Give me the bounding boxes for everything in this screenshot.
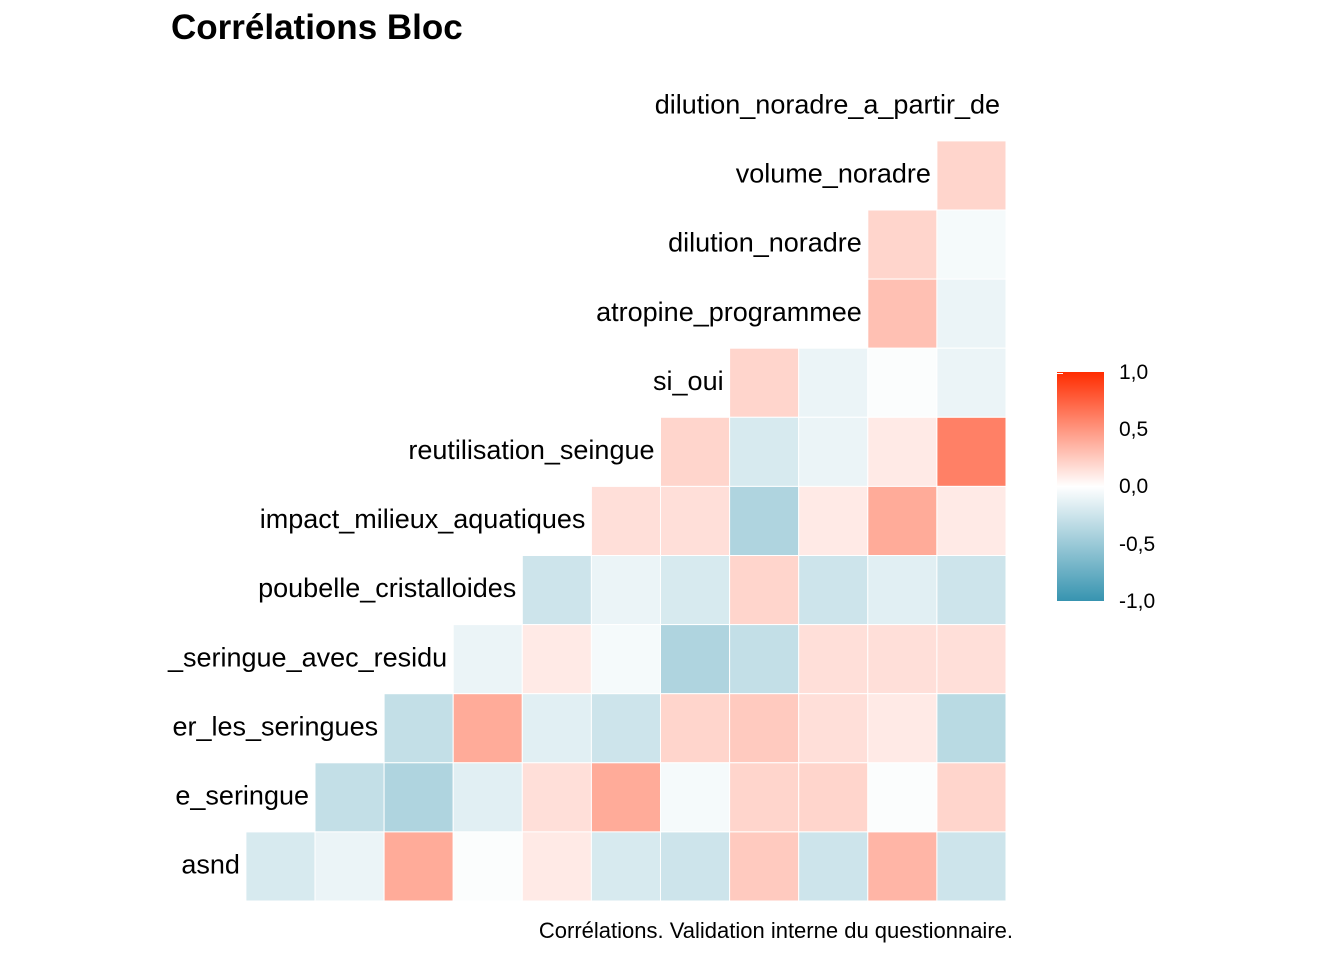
heatmap-cell [660,693,731,764]
row-label: dilution_noradre_a_partir_de [655,89,1000,119]
heatmap-cell [729,693,800,764]
heatmap-cell [590,485,662,556]
heatmap-cell [936,693,1007,764]
heatmap-cell [383,762,454,833]
heatmap-cell [798,485,869,556]
heatmap-cell [660,762,731,833]
heatmap-cell [521,693,592,764]
heatmap-cell [590,762,662,833]
heatmap-cell [867,693,938,764]
heatmap-cell [590,555,662,626]
legend-tick-label: -1,0 [1119,590,1156,613]
legend-tick-label: 1,0 [1119,361,1149,384]
heatmap-cell [867,624,938,695]
heatmap-cell [798,624,869,695]
heatmap-cell [660,416,731,487]
heatmap-cell [660,555,731,626]
chart-title: Corrélations Bloc [171,8,463,47]
heatmap-cell [383,693,454,764]
heatmap-cell [521,555,592,626]
row-label: e_seringue [175,780,309,810]
heatmap-cell [729,416,800,487]
heatmap-cell [798,347,869,418]
heatmap-cell [936,278,1007,349]
heatmap-cell [936,347,1007,418]
heatmap-cell [314,762,385,833]
heatmap-cell [798,555,869,626]
heatmap-cell [452,762,523,833]
heatmap-cell [521,762,592,833]
legend-tick-label: 0,0 [1119,475,1149,498]
row-label: atropine_programmee [596,297,862,327]
heatmap-cell [660,624,731,695]
heatmap-cell [936,209,1007,280]
legend-colorbar [1057,372,1104,601]
heatmap-cell [936,485,1007,556]
heatmap-cell [729,555,800,626]
heatmap-cell [521,624,592,695]
heatmap-cell [590,831,662,902]
heatmap-cell [936,831,1007,902]
heatmap-cell [660,485,731,556]
row-label: reutilisation_seingue [408,435,654,465]
row-label: si_oui [653,366,724,396]
row-label: er_les_seringues [172,711,378,741]
heatmap-cell [867,209,938,280]
heatmap-cell [452,624,523,695]
heatmap-cell [936,416,1007,487]
heatmap-cell [729,485,800,556]
heatmap-cell [867,347,938,418]
heatmap-cell [867,416,938,487]
row-label: impact_milieux_aquatiques [260,504,586,534]
heatmap-cell [729,347,800,418]
heatmap-cell [936,762,1007,833]
heatmap-cell [867,555,938,626]
heatmap-cell [867,762,938,833]
row-label: _seringue_avec_residu [167,642,447,672]
heatmap-cell [729,624,800,695]
row-label: poubelle_cristalloides [258,573,516,603]
heatmap-cell [590,693,662,764]
heatmap-cell [936,624,1007,695]
heatmap-cell [867,278,938,349]
heatmap-cell [452,693,523,764]
heatmap-cell [936,555,1007,626]
chart-caption: Corrélations. Validation interne du ques… [538,918,1013,943]
heatmap-cell [383,831,454,902]
heatmap-cell [245,831,316,902]
row-label: volume_noradre [736,159,931,189]
heatmap-cell [798,831,869,902]
heatmap-cell [660,831,731,902]
heatmap-cell [798,693,869,764]
heatmap-cell [590,624,662,695]
heatmap-cell [729,831,800,902]
heatmap-cell [936,140,1007,211]
heatmap-cell [314,831,385,902]
heatmap-cell [452,831,523,902]
heatmap-cell [521,831,592,902]
row-label: asnd [181,850,240,880]
heatmap-cell [867,485,938,556]
row-label: dilution_noradre [668,228,862,258]
legend-tick-label: 0,5 [1119,418,1149,441]
legend-tick-label: -0,5 [1119,533,1156,556]
heatmap-cell [798,416,869,487]
heatmap-cell [867,831,938,902]
heatmap-cell [729,762,800,833]
heatmap-cell [798,762,869,833]
color-legend: 1,0 0,5 0,0 -0,5 -1,0 [1057,360,1257,620]
